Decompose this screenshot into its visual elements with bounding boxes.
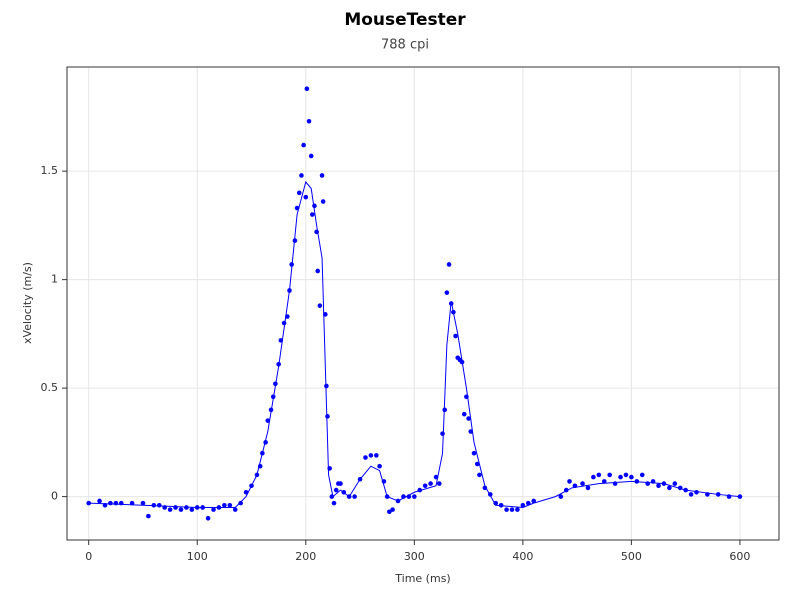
velocity-line (88, 180, 740, 508)
data-point (667, 485, 672, 491)
x-tick-label: 0 (85, 550, 92, 563)
data-point (623, 472, 629, 478)
data-point (317, 303, 323, 308)
x-tick-label: 500 (621, 550, 642, 563)
data-point (515, 507, 520, 512)
data-point (387, 509, 392, 515)
data-point (301, 142, 306, 148)
data-point (146, 513, 151, 519)
y-tick-label: 1 (51, 273, 58, 286)
data-point (390, 507, 395, 512)
data-point (173, 505, 178, 510)
plot-frame (66, 66, 780, 541)
data-point (315, 268, 321, 274)
data-point (129, 500, 135, 506)
data-point (227, 502, 233, 508)
chart-title: MouseTester (344, 10, 466, 30)
data-point (520, 502, 526, 508)
y-tick-label: 1.5 (41, 164, 59, 177)
data-point (477, 472, 482, 478)
data-point (531, 498, 537, 504)
x-tick-label: 100 (187, 550, 208, 563)
data-point (428, 481, 433, 486)
data-point (504, 507, 509, 512)
x-tick-label: 400 (512, 550, 533, 563)
data-point (639, 472, 645, 478)
x-tick-label: 300 (404, 550, 425, 563)
data-point (694, 489, 699, 495)
data-point (296, 190, 302, 196)
data-point (453, 333, 458, 339)
data-point (585, 485, 591, 491)
data-point (688, 492, 694, 497)
data-point (422, 483, 428, 489)
data-point (333, 487, 339, 493)
data-point (672, 481, 678, 486)
data-point (331, 500, 337, 506)
data-point (211, 507, 216, 512)
data-point (601, 479, 607, 484)
data-point (558, 494, 564, 499)
data-point (189, 507, 195, 512)
data-point (737, 494, 743, 499)
data-point (140, 500, 146, 506)
data-point (436, 481, 442, 486)
data-point (461, 411, 467, 417)
data-point (368, 453, 374, 458)
data-point (167, 507, 173, 512)
data-point (304, 86, 310, 91)
data-point (238, 500, 243, 506)
data-point (306, 118, 312, 124)
data-point (156, 502, 162, 508)
data-point (325, 414, 330, 419)
y-tick-label: 0.5 (41, 381, 59, 394)
y-axis-label: xVelocity (m/s) (21, 262, 34, 344)
data-point (596, 472, 602, 478)
data-point (377, 463, 382, 469)
data-point (618, 474, 623, 480)
data-point (471, 450, 477, 456)
x-tick-label: 600 (729, 550, 750, 563)
data-point (656, 483, 661, 489)
data-point (374, 453, 379, 458)
data-point (482, 485, 488, 491)
data-point (412, 494, 417, 499)
data-point (607, 472, 612, 478)
data-point (338, 481, 343, 486)
data-point (309, 212, 315, 217)
x-axis-label: Time (ms) (394, 572, 450, 585)
data-point (352, 494, 357, 499)
data-point (232, 507, 238, 512)
data-point (299, 173, 304, 178)
data-point (281, 320, 287, 326)
data-point (178, 507, 184, 512)
data-point (97, 498, 102, 504)
data-point (525, 500, 531, 506)
data-point (222, 502, 227, 508)
data-point (567, 479, 572, 484)
data-point (205, 516, 211, 521)
data-point (444, 290, 450, 295)
y-tick-label: 0 (51, 490, 58, 503)
data-point (440, 431, 445, 436)
data-point (303, 194, 309, 200)
data-point (629, 474, 634, 480)
data-point (493, 500, 499, 506)
data-point (446, 262, 452, 267)
data-point (466, 416, 471, 421)
data-point (591, 474, 596, 480)
x-tick-label: 200 (295, 550, 316, 563)
data-point (308, 153, 314, 159)
data-point (580, 481, 585, 486)
data-point (363, 455, 368, 460)
data-point (320, 199, 326, 204)
data-point (86, 500, 92, 506)
chart-subtitle: 788 cpi (381, 38, 429, 53)
data-point (474, 461, 480, 467)
data-point (108, 500, 113, 506)
data-point (509, 507, 515, 512)
data-point (319, 173, 325, 178)
